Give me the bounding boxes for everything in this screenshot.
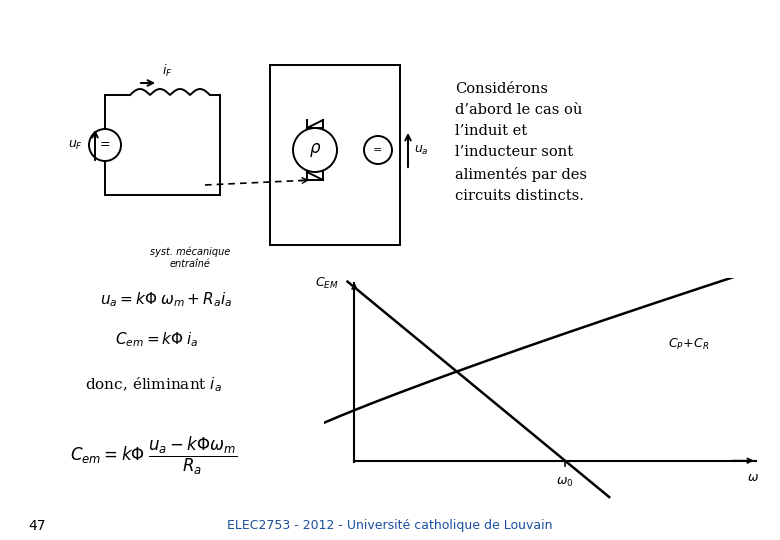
Text: $\rho$: $\rho$ bbox=[309, 141, 321, 159]
Text: $\omega_0$: $\omega_0$ bbox=[556, 476, 574, 489]
Text: $u_a = k\Phi \;\omega_m + R_a i_a$: $u_a = k\Phi \;\omega_m + R_a i_a$ bbox=[100, 290, 232, 309]
Text: $u_F$: $u_F$ bbox=[68, 138, 83, 152]
Text: 47: 47 bbox=[28, 519, 45, 533]
Text: entraîné: entraîné bbox=[169, 259, 211, 269]
Text: donc, éliminant $i_a$: donc, éliminant $i_a$ bbox=[85, 375, 222, 394]
Text: $u_a$: $u_a$ bbox=[414, 144, 429, 157]
Text: $C_P\!+\!C_R$: $C_P\!+\!C_R$ bbox=[668, 337, 710, 352]
Text: Considérons
d’abord le cas où
l’induit et
l’inducteur sont
alimentés par des
cir: Considérons d’abord le cas où l’induit e… bbox=[455, 82, 587, 204]
Text: =: = bbox=[100, 138, 110, 152]
Text: =: = bbox=[374, 145, 383, 155]
Text: $C_{em} = k\Phi \; i_a$: $C_{em} = k\Phi \; i_a$ bbox=[115, 330, 199, 349]
Text: $C_{em} = k\Phi\;\dfrac{u_a - k\Phi\omega_m}{R_a}$: $C_{em} = k\Phi\;\dfrac{u_a - k\Phi\omeg… bbox=[70, 435, 237, 477]
Text: ELEC2753 - 2012 - Université catholique de Louvain: ELEC2753 - 2012 - Université catholique … bbox=[227, 519, 553, 532]
Text: $i_F$: $i_F$ bbox=[162, 63, 172, 79]
Text: $C_{EM}$: $C_{EM}$ bbox=[315, 275, 339, 291]
Text: $\omega$: $\omega$ bbox=[746, 471, 759, 484]
Text: syst. mécanique: syst. mécanique bbox=[150, 247, 230, 257]
